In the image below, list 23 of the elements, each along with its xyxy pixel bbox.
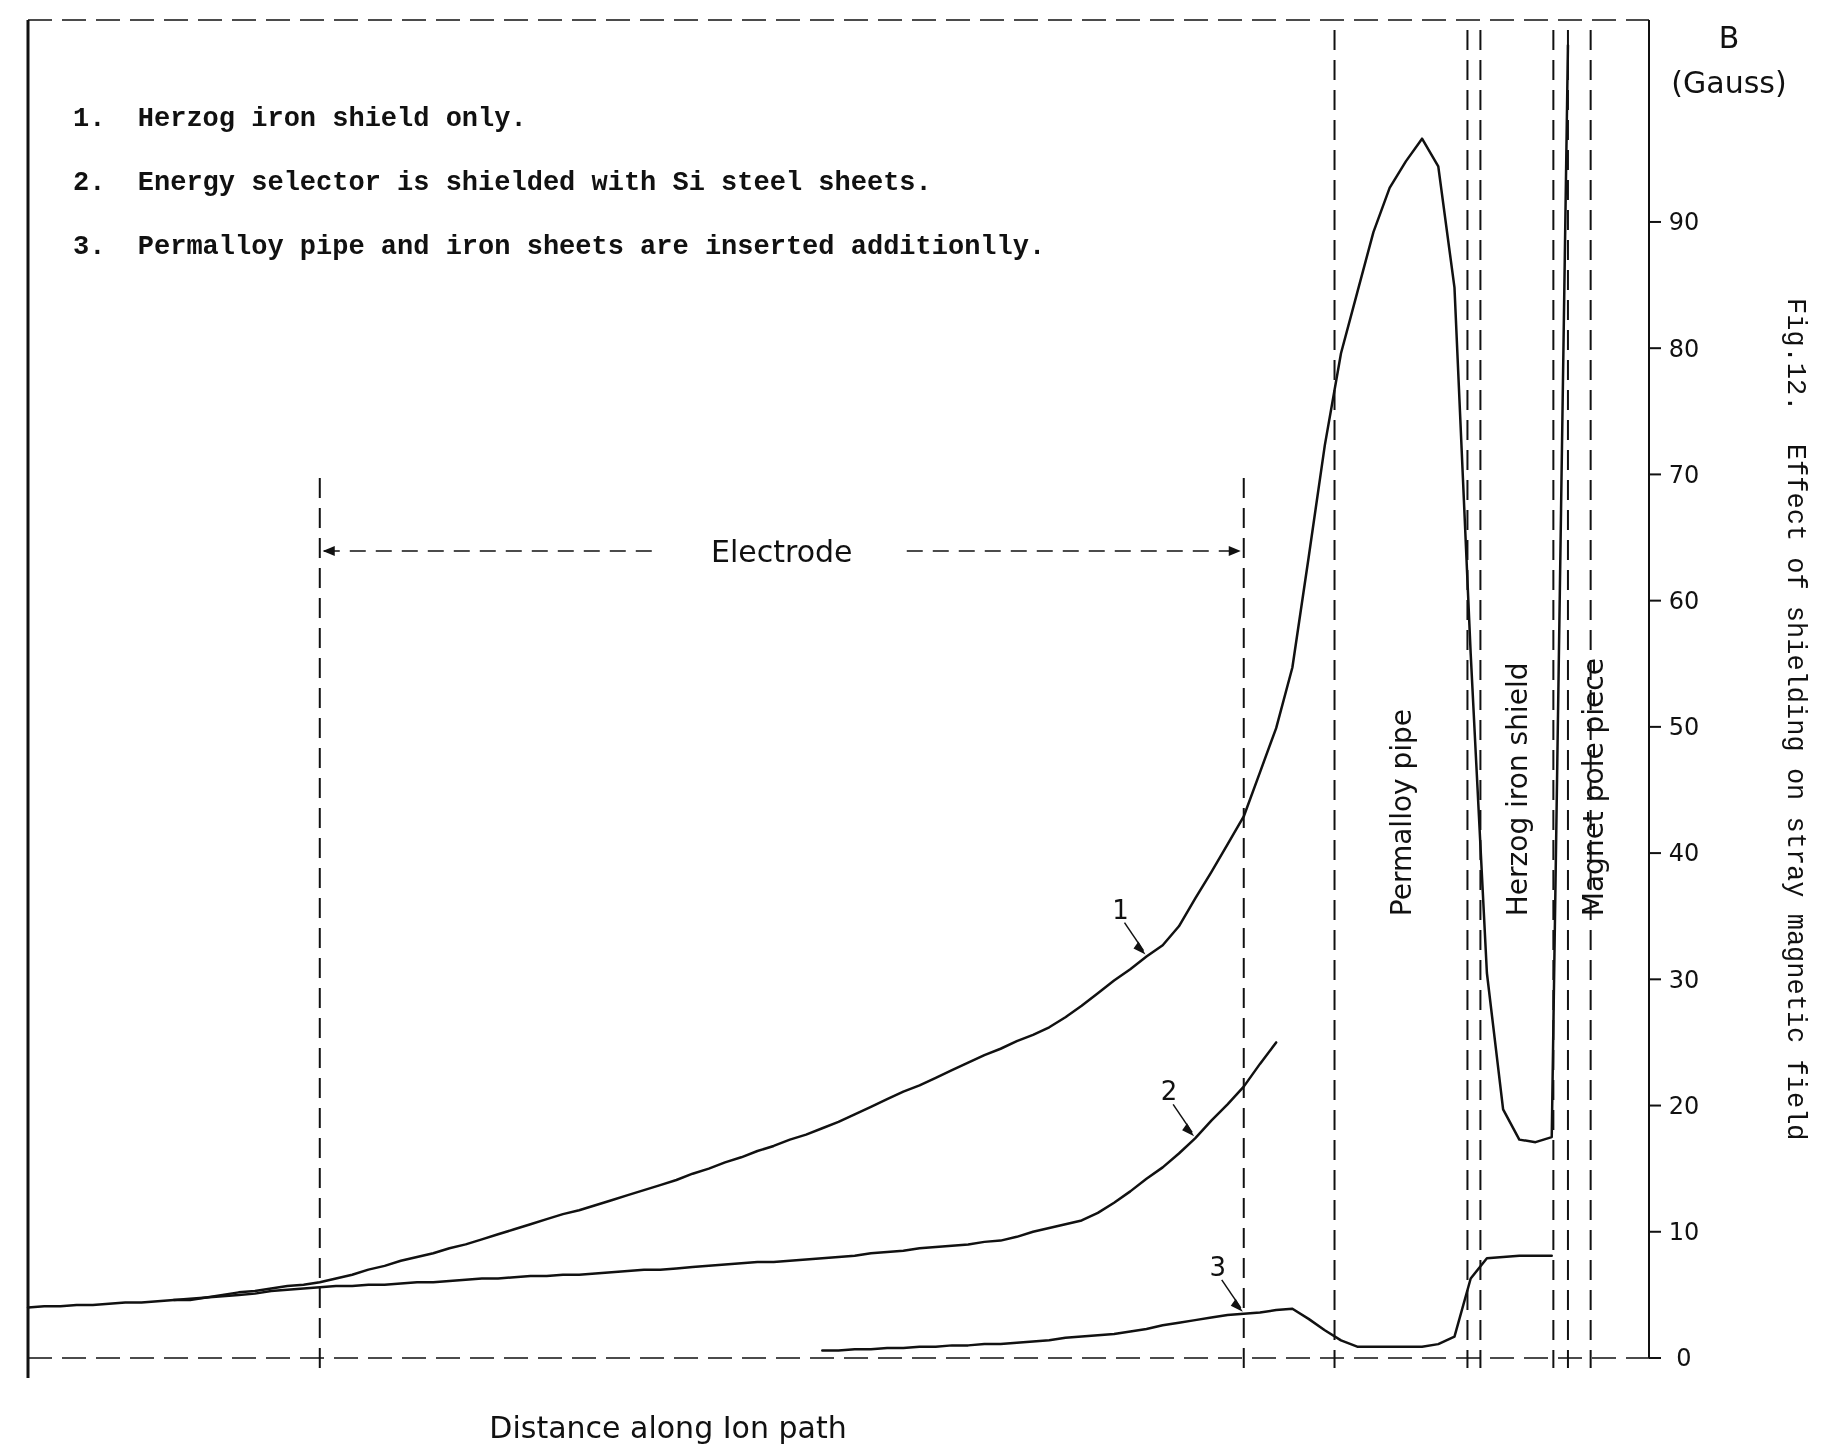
annotation: Electrode	[710, 533, 853, 569]
series-label: 1	[1112, 894, 1129, 925]
series-label: 2	[1160, 1076, 1178, 1107]
annotation: 1. Herzog iron shield only.	[73, 104, 527, 134]
y-axis-title: B (Gauss)	[1671, 20, 1787, 100]
annotation: 3. Permalloy pipe and iron sheets are inserted additionlly.	[73, 232, 1046, 262]
y-tick-label: 10	[1668, 1218, 1700, 1247]
annotation: Herzog iron shield	[1500, 662, 1534, 917]
annotation: Permalloy pipe	[1384, 708, 1418, 917]
series-label: 3	[1209, 1251, 1227, 1282]
y-tick-label: 50	[1668, 713, 1700, 742]
y-tick-label: 20	[1668, 1091, 1700, 1120]
y-tick-label: 90	[1668, 208, 1700, 237]
annotation: Magnet pole piece	[1577, 658, 1611, 917]
annotation: 2. Energy selector is shielded with Si steel sheets.	[73, 168, 932, 198]
text: Fig.12. Effect of shielding on stray magnetic field	[1780, 298, 1810, 1141]
y-tick-label: 0	[1676, 1344, 1692, 1373]
y-tick-label: 60	[1668, 587, 1700, 616]
y-tick-label: 40	[1668, 839, 1700, 868]
y-tick-label: 70	[1668, 460, 1700, 489]
x-axis-title: Distance along Ion path	[489, 1410, 847, 1445]
y-tick-label: 80	[1668, 334, 1700, 363]
y-tick-label: 30	[1668, 965, 1700, 994]
